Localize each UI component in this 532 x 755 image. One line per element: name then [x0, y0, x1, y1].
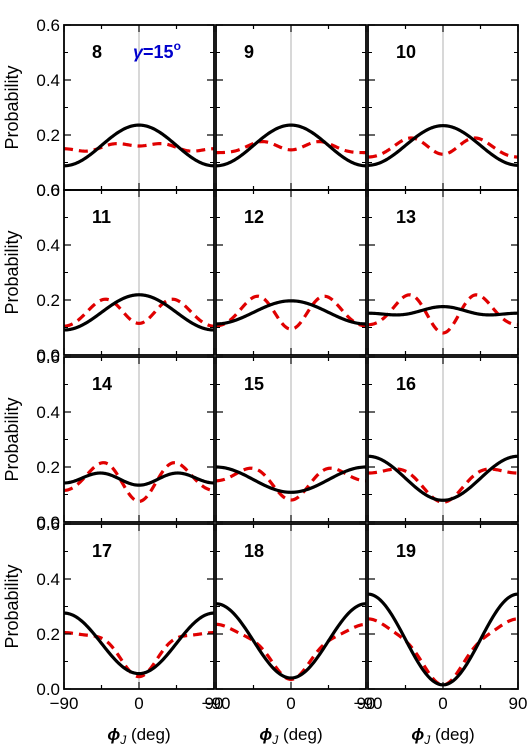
panel-19: 19 −90 0 90 ϕJ (deg): [354, 523, 528, 747]
series-black-line: [216, 299, 366, 326]
panel-label: 18: [244, 541, 264, 561]
x-label-text: (deg): [278, 725, 322, 744]
panel-label: 15: [244, 374, 264, 394]
panel-label: 19: [396, 541, 416, 561]
x-tick-label: 0: [134, 694, 143, 713]
y-tick-label: 0.2: [36, 625, 60, 644]
gamma-annotation: γ=15o: [133, 39, 181, 62]
x-label-symbol: ϕ: [107, 725, 120, 744]
y-tick-label: 0.6: [36, 515, 60, 534]
gamma-value: =15: [143, 42, 174, 62]
panel-8: 8 0.0 0.2 0.4 0.6 Probability γ=15o: [2, 16, 215, 200]
x-label-subscript: J: [119, 733, 127, 747]
panel-label: 9: [244, 42, 254, 62]
panel-15: 15: [215, 356, 367, 523]
series-red-line: [216, 466, 366, 502]
panel-label: 16: [396, 374, 416, 394]
series-black-line: [368, 454, 518, 502]
panel-16: 16: [367, 356, 519, 523]
series-red-line: [64, 141, 214, 153]
y-tick-label: 0.4: [36, 570, 60, 589]
x-label-symbol: ϕ: [411, 725, 424, 744]
y-tick-label: 0.2: [36, 291, 60, 310]
series-red-line: [216, 294, 366, 331]
series-red-line: [368, 136, 518, 159]
series-black-line: [216, 465, 366, 494]
y-tick-label: 0.0: [36, 680, 60, 699]
y-axis-label: Probability: [2, 65, 22, 149]
panel-10: 10: [367, 24, 519, 191]
y-tick-label: 0.4: [36, 236, 60, 255]
x-axis-label: ϕJ (deg): [107, 725, 170, 747]
x-tick-label: 0: [286, 694, 295, 713]
panel-label: 12: [244, 207, 264, 227]
y-axis-label: Probability: [2, 564, 22, 648]
y-tick-label: 0.0: [36, 346, 60, 365]
x-tick-label: 90: [509, 694, 528, 713]
panel-label: 13: [396, 207, 416, 227]
x-label-text: (deg): [126, 725, 170, 744]
y-axis-label: Probability: [2, 230, 22, 314]
y-tick-label: 0.4: [36, 403, 60, 422]
x-label-symbol: ϕ: [259, 725, 272, 744]
series-red-line: [64, 461, 214, 503]
x-axis-label: ϕJ (deg): [259, 725, 322, 747]
x-tick-label: 90: [357, 694, 376, 713]
panel-label: 10: [396, 42, 416, 62]
x-label-subscript: J: [423, 733, 431, 747]
y-tick-label: 0.2: [36, 458, 60, 477]
series-black-line: [368, 304, 518, 317]
panel-label: 14: [92, 374, 112, 394]
panel-label: 8: [92, 42, 102, 62]
panel-13: 13: [367, 189, 519, 356]
panel-11: 11 0.0 0.2 0.4 0.6 Probability: [2, 181, 215, 365]
y-tick-label: 0.0: [36, 513, 60, 532]
panel-12: 12: [215, 189, 367, 356]
gamma-degree: o: [174, 39, 181, 53]
x-label-text: (deg): [430, 725, 474, 744]
panel-17: 17 0.0 0.2 0.4 0.6 Probability −90 0 90 ϕJ (deg): [2, 515, 223, 747]
y-tick-label: 0.6: [36, 16, 60, 35]
series-black-line: [216, 123, 366, 168]
x-tick-label: 90: [205, 694, 224, 713]
y-tick-label: 0.2: [36, 126, 60, 145]
x-tick-label: 0: [438, 694, 447, 713]
series-red-line: [216, 140, 366, 155]
gamma-symbol: γ: [133, 42, 144, 62]
series-black-line: [64, 123, 214, 168]
series-red-line: [64, 297, 214, 328]
series-black-line: [216, 602, 366, 680]
x-tick-label: −90: [50, 694, 79, 713]
panel-label: 11: [92, 207, 111, 227]
panel-14: 14 0.0 0.2 0.4 0.6 Probability: [2, 348, 215, 532]
y-tick-label: 0.4: [36, 71, 60, 90]
series-black-line: [368, 124, 518, 167]
x-tick-label: −90: [354, 694, 383, 713]
y-tick-label: 0.6: [36, 181, 60, 200]
y-tick-label: 0.0: [36, 181, 60, 200]
y-axis-label: Probability: [2, 397, 22, 481]
series-black-line: [64, 611, 214, 676]
series-black-line: [64, 293, 214, 332]
series-red-line: [368, 293, 518, 335]
series-red-line: [64, 631, 214, 679]
y-tick-label: 0.6: [36, 348, 60, 367]
x-axis-label: ϕJ (deg): [411, 725, 474, 747]
x-tick-label: −90: [202, 694, 231, 713]
series-black-line: [64, 471, 214, 487]
panel-9: 9: [215, 24, 367, 191]
x-label-subscript: J: [271, 733, 279, 747]
panel-label: 17: [92, 541, 112, 561]
panel-18: 18 −90 0 90 ϕJ (deg): [202, 523, 376, 747]
